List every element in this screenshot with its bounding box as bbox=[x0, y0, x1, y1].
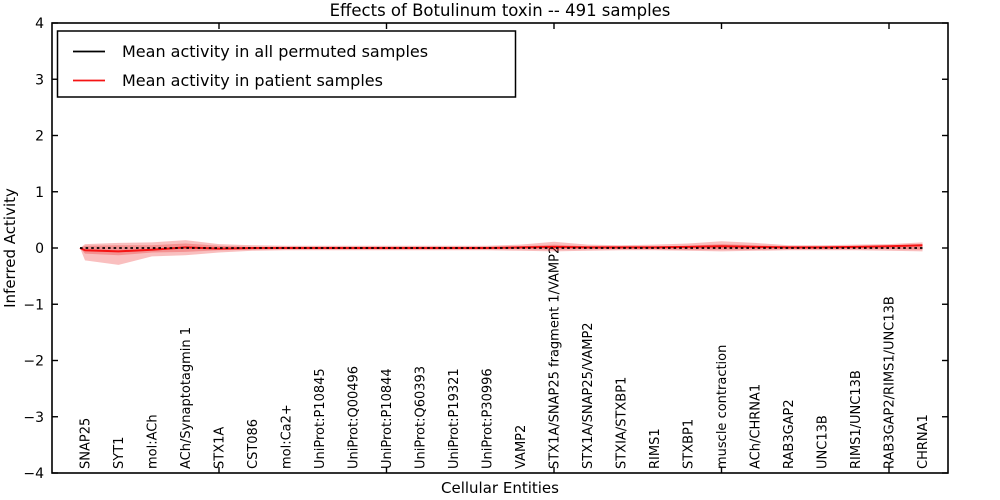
legend-box bbox=[56, 30, 517, 98]
x-category-label: VAMP2 bbox=[514, 425, 529, 469]
y-axis-label: Inferred Activity bbox=[1, 188, 19, 308]
legend-label-permuted: Mean activity in all permuted samples bbox=[122, 42, 428, 61]
confidence-band bbox=[80, 240, 923, 265]
x-category-label: STX1A/SNAP25/VAMP2 bbox=[581, 322, 596, 469]
y-tick-label: 4 bbox=[35, 16, 44, 32]
x-category-label: CST086 bbox=[246, 419, 261, 469]
x-category-label: ACh/Synaptotagmin 1 bbox=[179, 327, 194, 469]
y-tick-labels: 4 3 2 1 0 −1 −2 −3 −4 bbox=[23, 16, 44, 482]
x-category-label: STXBP1 bbox=[682, 419, 697, 469]
y-tick-label: 2 bbox=[35, 129, 44, 145]
x-category-label: mol:ACh bbox=[146, 414, 161, 469]
x-category-label: UniProt:Q00496 bbox=[347, 366, 362, 469]
x-tick-labels: SNAP25 SYT1 mol:ACh ACh/Synaptotagmin 1 STX1… bbox=[79, 246, 932, 469]
y-tick-label: −3 bbox=[23, 410, 44, 426]
x-category-label: UNC13B bbox=[816, 415, 831, 469]
x-category-label: UniProt:P30996 bbox=[481, 368, 496, 469]
y-tick-label: −4 bbox=[23, 466, 44, 482]
x-category-label: SYT1 bbox=[112, 437, 127, 469]
legend: Mean activity in all permuted samples Me… bbox=[56, 30, 517, 98]
x-category-label: STX1A bbox=[213, 427, 228, 469]
x-category-label: muscle contraction bbox=[715, 345, 730, 469]
y-tick-label: −1 bbox=[23, 297, 44, 313]
y-tick-label: −2 bbox=[23, 354, 44, 370]
x-category-label: UniProt:P10844 bbox=[380, 368, 395, 469]
y-tick-label: 1 bbox=[35, 185, 44, 201]
patient-mean-line bbox=[79, 244, 923, 253]
x-category-label: CHRNA1 bbox=[916, 414, 931, 469]
x-category-label: RAB3GAP2/RIMS1/UNC13B bbox=[883, 296, 898, 469]
band-outer bbox=[80, 240, 923, 265]
x-category-label: RIMS1/UNC13B bbox=[849, 370, 864, 469]
x-category-label: RIMS1 bbox=[648, 428, 663, 469]
x-category-label: RAB3GAP2 bbox=[782, 399, 797, 469]
series-lines bbox=[79, 244, 923, 253]
x-category-label: STX1A/SNAP25 fragment 1/VAMP2 bbox=[548, 246, 563, 469]
chart-title: Effects of Botulinum toxin -- 491 sample… bbox=[330, 1, 671, 20]
y-tick-label: 0 bbox=[35, 241, 44, 257]
x-category-label: STXIA/STXBP1 bbox=[615, 377, 630, 469]
x-category-label: SNAP25 bbox=[79, 418, 94, 469]
legend-label-patient: Mean activity in patient samples bbox=[122, 71, 383, 90]
x-category-label: UniProt:P10845 bbox=[313, 368, 328, 469]
y-tick-label: 3 bbox=[35, 72, 44, 88]
x-axis-label: Cellular Entities bbox=[441, 479, 559, 497]
x-category-label: UniProt:Q60393 bbox=[414, 366, 429, 469]
plot-frame bbox=[51, 22, 949, 474]
x-category-label: mol:Ca2+ bbox=[280, 404, 295, 469]
x-category-label: ACh/CHRNA1 bbox=[749, 384, 764, 469]
x-category-label: UniProt:P19321 bbox=[447, 368, 462, 469]
